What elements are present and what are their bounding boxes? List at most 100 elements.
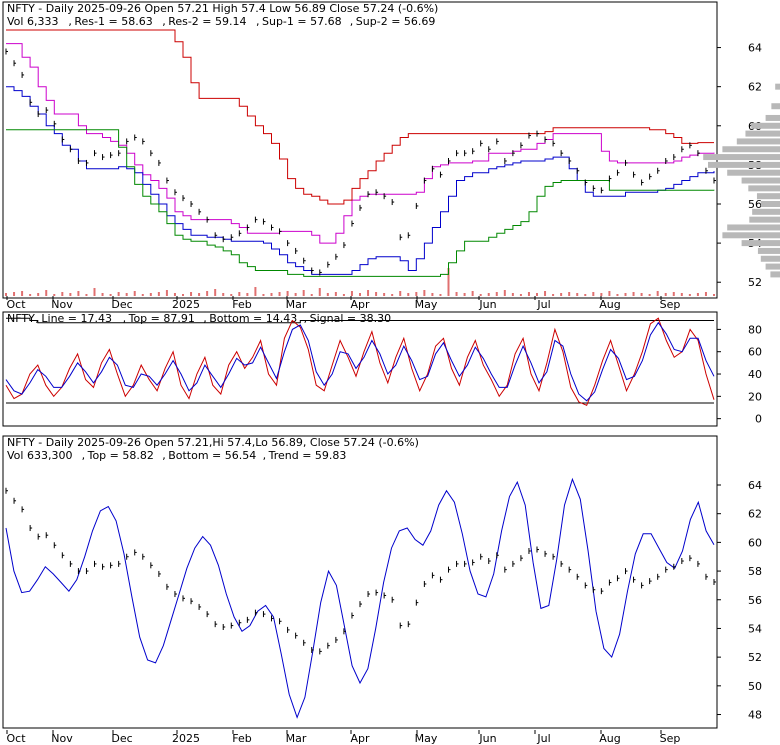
price-x-tick-label: Jul	[536, 298, 550, 311]
volume-bar	[294, 293, 297, 296]
volume-profile-bar	[745, 130, 780, 137]
trend-line	[5, 477, 715, 719]
volume-bar	[61, 292, 64, 296]
volume-bar	[133, 291, 136, 296]
volume-bar	[53, 294, 56, 296]
stochastic-y-tick-label: 0	[755, 413, 762, 426]
price-x-tick-label: 2025	[172, 298, 200, 311]
stochastic-line-line	[5, 317, 715, 406]
volume-bar	[101, 293, 104, 296]
volume-bar	[672, 292, 675, 296]
volume-bar	[527, 292, 530, 296]
volume-profile-bar	[722, 232, 780, 239]
volume-bar	[367, 290, 370, 296]
volume-bar	[648, 294, 651, 296]
volume-bar	[278, 292, 281, 296]
stochastic-y-tick-label: 20	[748, 390, 762, 403]
volume-bar	[568, 292, 571, 296]
trend-y-tick-label: 58	[748, 565, 762, 578]
legend-entry: Signal = 38.30	[310, 312, 392, 325]
volume-bar	[310, 294, 313, 296]
volume-bar	[616, 294, 619, 296]
volume-bar	[375, 292, 378, 296]
volume-bar	[439, 294, 442, 296]
legend-separator: ,	[35, 312, 39, 325]
legend-entry: Sup-1 = 57.68	[262, 15, 342, 28]
price-y-tick-label: 52	[748, 276, 762, 289]
volume-bar	[109, 294, 112, 296]
volume-bar	[238, 292, 241, 296]
volume-bar	[21, 291, 24, 296]
volume-bar	[688, 294, 691, 296]
volume-profile-bar	[771, 103, 780, 110]
volume-bar	[536, 293, 538, 296]
price-header-line1: NFTY - Daily 2025-09-26 Open 57.21 High …	[7, 2, 438, 15]
trend-y-tick-label: 56	[748, 594, 762, 607]
volume-bar	[399, 291, 402, 296]
volume-bar	[704, 292, 707, 296]
volume-bar	[624, 293, 627, 296]
volume-bar	[214, 289, 217, 296]
trend-legend: Vol 633,300, Top = 58.82, Bottom = 56.54, T…	[7, 449, 346, 462]
legend-entry: Trend = 59.83	[268, 449, 347, 462]
trend-x-tick-label: Jun	[478, 732, 496, 745]
volume-bar	[190, 292, 193, 296]
price-x-tick-label: Mar	[286, 298, 307, 311]
trend-x-tick-label: Dec	[111, 732, 132, 745]
volume-bar	[326, 293, 329, 296]
trend-x-tick-label: 2025	[172, 732, 200, 745]
volume-profile-bar	[708, 161, 780, 168]
price-x-tick-label: Feb	[232, 298, 251, 311]
volume-bar	[576, 293, 579, 296]
stochastic-legend: NFTY, Line = 17.43, Top = 87.91, Bottom = 1…	[7, 312, 391, 325]
volume-profile-bar	[703, 154, 780, 161]
volume-profile-bar	[751, 122, 780, 129]
trend-x-tick-label: Feb	[232, 732, 251, 745]
volume-bar	[632, 292, 635, 296]
price-x-tick-label: Jun	[478, 298, 496, 311]
volume-bar	[173, 293, 176, 296]
trend-x-tick-label: Nov	[51, 732, 73, 745]
legend-separator: ,	[123, 312, 127, 325]
volume-bar	[600, 293, 603, 296]
price-x-tick-label: Oct	[6, 298, 26, 311]
volume-profile-bar	[760, 201, 780, 207]
volume-profile-bar	[775, 83, 780, 90]
trend-panel-frame	[2, 435, 718, 729]
volume-bar	[391, 294, 394, 296]
volume-bar	[13, 292, 16, 296]
volume-bar	[286, 291, 289, 296]
volume-bar	[359, 293, 361, 296]
volume-bar	[246, 293, 249, 296]
volume-bar	[182, 294, 184, 296]
volume-profile-bar	[748, 185, 780, 192]
trend-x-tick-label: Sep	[660, 732, 681, 745]
legend-separator: ,	[263, 449, 267, 462]
price-line-sup-2	[6, 129, 715, 277]
legend-separator: ,	[203, 312, 207, 325]
volume-bar	[519, 294, 522, 296]
volume-bar	[254, 287, 257, 296]
trend-x-tick-label: Apr	[350, 732, 370, 745]
volume-bar	[511, 293, 514, 296]
volume-bar	[230, 294, 233, 296]
volume-bar	[640, 293, 643, 296]
stochastic-y-tick-label: 40	[748, 368, 762, 381]
price-line-res-2	[6, 29, 714, 205]
trend-header-line1: NFTY - Daily 2025-09-26 Open 57.21,Hi 57…	[7, 436, 419, 449]
legend-separator: ,	[350, 15, 354, 28]
price-x-tick-label: Sep	[660, 298, 681, 311]
volume-bar	[552, 294, 555, 296]
volume-profile-bar	[741, 240, 780, 247]
volume-bar	[37, 293, 40, 296]
volume-bar	[206, 291, 209, 296]
volume-bar	[270, 293, 273, 296]
volume-bar	[592, 292, 595, 296]
volume-bar	[149, 293, 152, 296]
trend-y-tick-label: 50	[748, 680, 762, 693]
volume-bar	[302, 290, 305, 296]
volume-profile-bar	[760, 255, 780, 262]
volume-bar	[85, 294, 88, 296]
price-x-tick-label: Nov	[51, 298, 73, 311]
volume-bar	[608, 291, 611, 296]
